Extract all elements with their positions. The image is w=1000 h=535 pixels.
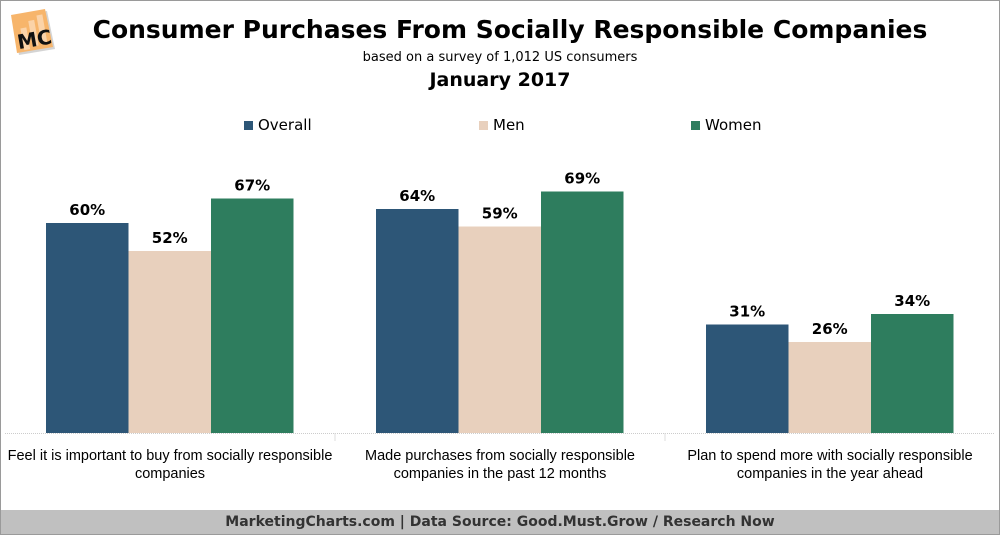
data-label: 69% [564,170,600,188]
legend-item-men: Men [479,116,525,134]
data-label: 26% [812,320,848,338]
bar-women [541,191,624,433]
footer-source: MarketingCharts.com | Data Source: Good.… [1,510,999,534]
data-label: 52% [152,229,188,247]
bar-women [871,314,954,433]
data-label: 60% [69,201,105,219]
data-label: 64% [399,187,435,205]
legend-label: Overall [258,116,312,134]
data-label: 59% [482,205,518,223]
legend-item-overall: Overall [244,116,312,134]
bar-overall [376,209,459,433]
data-label: 31% [729,303,765,321]
category-label: Plan to spend more with socially respons… [687,448,973,482]
category-label: Feel it is important to buy from sociall… [7,448,333,482]
legend-label: Women [705,116,762,134]
legend-swatch [244,120,253,130]
bar-chart: 60% 52% 67% 64% 59% 69% 31% 26% 34% [5,170,995,441]
bar-men [458,226,541,433]
bar-women [211,198,294,433]
bar-overall [706,324,789,433]
legend-item-women: Women [691,116,761,134]
data-label: 34% [894,292,930,310]
legend-swatch [691,120,700,130]
legend-label: Men [493,116,525,134]
chart-date: January 2017 [429,69,571,91]
data-label: 67% [234,177,270,195]
svg-text:MC: MC [15,25,53,55]
category-label: Made purchases from socially responsible… [365,448,635,482]
chart-title: Consumer Purchases From Socially Respons… [92,15,928,44]
legend-swatch [479,120,488,130]
chart-subtitle: based on a survey of 1,012 US consumers [362,50,638,65]
bar-men [128,251,211,433]
marketingcharts-logo: MC [11,9,55,55]
legend: Overall Men Women [1,116,999,134]
bar-men [788,342,871,433]
bar-overall [46,223,129,433]
